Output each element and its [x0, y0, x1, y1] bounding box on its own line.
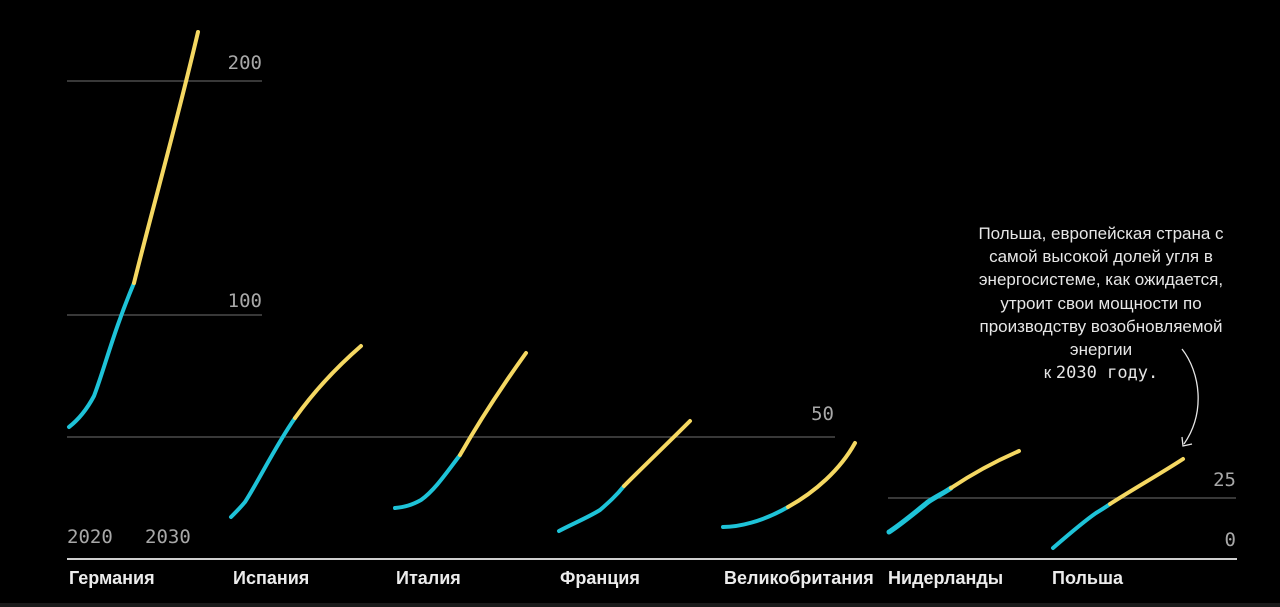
netherlands-projected-line: [949, 449, 1021, 490]
poland-annotation: Польша, европейская страна с самой высок…: [978, 222, 1224, 385]
annotation-arrowhead-icon: [1181, 436, 1193, 447]
france-historical-line: [557, 484, 626, 533]
annotation-arrow-icon: [1181, 348, 1199, 445]
spain-historical-line: [229, 416, 297, 519]
x-tick-2030: 2030: [145, 526, 191, 548]
germany-historical-line: [67, 281, 136, 429]
spain-projected-line: [293, 344, 363, 420]
annotation-year-prefix: к: [1043, 363, 1052, 383]
uk-projected-line: [786, 441, 857, 509]
annotation-text: Польша, европейская страна с самой высок…: [978, 224, 1224, 360]
poland-historical-line: [1051, 502, 1112, 550]
y-tick-200: 200: [228, 52, 262, 74]
uk-historical-line: [721, 505, 790, 529]
y-tick-25: 25: [1213, 469, 1236, 491]
y-tick-50: 50: [811, 403, 834, 425]
germany-projected-line: [132, 30, 200, 285]
x-tick-2020: 2020: [67, 526, 113, 548]
france-projected-line: [622, 419, 692, 488]
country-label-uk: Великобритания: [724, 568, 874, 588]
country-label-netherlands: Нидерланды: [888, 568, 1003, 588]
netherlands-historical-line: [886, 485, 954, 535]
country-label-spain: Испания: [233, 568, 309, 588]
bottom-border: [0, 603, 1280, 607]
y-tick-100: 100: [228, 290, 262, 312]
italy-historical-line: [393, 453, 462, 510]
country-label-italy: Италия: [396, 568, 461, 588]
y-tick-0: 0: [1225, 529, 1236, 551]
country-label-germany: Германия: [69, 568, 155, 588]
italy-projected-line: [458, 351, 528, 457]
country-label-poland: Польша: [1052, 568, 1124, 588]
annotation-year: 2030 году.: [1055, 363, 1159, 384]
country-label-france: Франция: [560, 568, 640, 588]
poland-projected-line: [1108, 457, 1185, 506]
